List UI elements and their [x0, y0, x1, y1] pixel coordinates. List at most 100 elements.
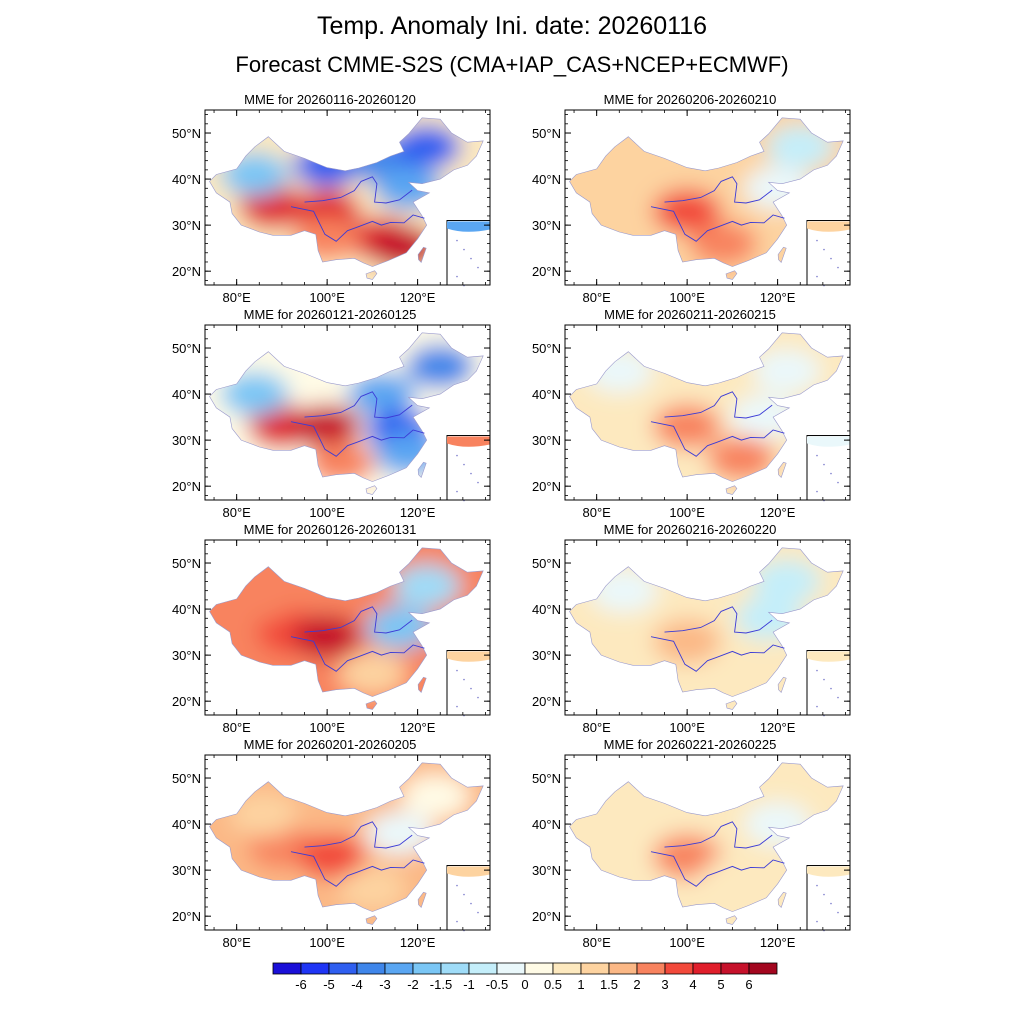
inset-coast [447, 436, 490, 447]
colorbar-swatch [300, 962, 330, 975]
island-border [365, 915, 378, 925]
x-tick-label: 100°E [669, 720, 705, 732]
inset-island [463, 248, 465, 251]
colorbar-swatch [356, 962, 386, 975]
anomaly-blob [707, 646, 776, 691]
island-border [365, 270, 378, 280]
inset-island [463, 678, 465, 681]
colorbar-label: 1.5 [600, 977, 618, 992]
inset-coast [807, 866, 850, 877]
x-tick-label: 80°E [582, 290, 611, 302]
colorbar-label: 3 [661, 977, 668, 992]
y-tick-label: 20°N [172, 479, 201, 494]
anomaly-map: 80°E 100°E 120°E 20°N 30°N 40°N 50°N [532, 754, 851, 947]
colorbar-label: -3 [379, 977, 391, 992]
anomaly-blob [752, 559, 821, 604]
island-border [417, 461, 427, 478]
yellow-river [664, 606, 773, 634]
anomaly-blob [406, 344, 475, 389]
anomaly-blob [392, 124, 461, 169]
inset-island [816, 275, 818, 278]
inset-coast [807, 221, 850, 232]
inset-coast [447, 221, 490, 232]
y-tick-label: 50°N [172, 556, 201, 571]
island-border [417, 246, 427, 263]
inset-island [837, 481, 839, 484]
anomaly-blob [338, 651, 407, 696]
y-tick-label: 20°N [172, 264, 201, 279]
colorbar-label: 6 [745, 977, 752, 992]
colorbar-label: 2 [633, 977, 640, 992]
x-tick-label: 80°E [582, 505, 611, 517]
inset-island [456, 275, 458, 278]
x-tick-label: 80°E [582, 935, 611, 947]
colorbar-label: -4 [351, 977, 363, 992]
inset-island [456, 884, 458, 887]
island-border [365, 700, 378, 710]
inset-coast [807, 436, 850, 447]
country-border [569, 547, 844, 697]
y-tick-label: 50°N [532, 341, 561, 356]
colorbar-label: 0 [521, 977, 528, 992]
colorbar-swatch [468, 962, 498, 975]
inset-island [456, 669, 458, 672]
y-tick-label: 20°N [172, 909, 201, 924]
inset-island [470, 902, 472, 905]
anomaly-blob [698, 857, 767, 902]
y-tick-label: 20°N [172, 694, 201, 709]
y-tick-label: 30°N [532, 433, 561, 448]
y-tick-label: 30°N [532, 863, 561, 878]
inset-island [816, 920, 818, 923]
anomaly-map: 80°E 100°E 120°E 20°N 30°N 40°N 50°N [172, 109, 491, 302]
map-panel-8: MME for 20260221-20260225 80°E 100°E 120°E… [510, 737, 870, 947]
colorbar-label: -6 [295, 977, 307, 992]
colorbar-label: 0.5 [544, 977, 562, 992]
map-panel-6: MME for 20260211-20260215 80°E 100°E 120°E… [510, 307, 870, 517]
inset-island [837, 696, 839, 699]
inset-island [830, 257, 832, 260]
island-border [725, 485, 738, 495]
x-tick-label: 120°E [400, 720, 436, 732]
y-tick-label: 30°N [532, 218, 561, 233]
island-border [777, 461, 787, 478]
anomaly-blob [707, 436, 776, 481]
x-tick-label: 100°E [309, 290, 345, 302]
anomaly-blob [653, 189, 722, 234]
anomaly-blob [338, 866, 407, 911]
inset-island [837, 266, 839, 269]
x-tick-label: 80°E [582, 720, 611, 732]
yangtze-river [650, 851, 785, 887]
inset-island [470, 257, 472, 260]
colorbar-label: 1 [577, 977, 584, 992]
yangtze-river [650, 206, 785, 242]
y-tick-label: 40°N [532, 172, 561, 187]
colorbar-swatch [412, 962, 442, 975]
x-tick-label: 100°E [669, 290, 705, 302]
anomaly-map: 80°E 100°E 120°E 20°N 30°N 40°N 50°N [172, 324, 491, 517]
inset-island [456, 454, 458, 457]
inset-island [816, 705, 818, 708]
colorbar-label: -5 [323, 977, 335, 992]
inset-island [830, 687, 832, 690]
colorbar-legend: -6 -5 -4 -3 -2 -1.5 -1 -0.5 0 0.5 1 1.5 2 3 4 5 6 [272, 962, 778, 992]
yellow-river [304, 821, 413, 849]
yangtze-river [650, 636, 785, 672]
inset-island [456, 920, 458, 923]
colorbar-label: 5 [717, 977, 724, 992]
x-tick-label: 120°E [400, 290, 436, 302]
map-panel-1: MME for 20260116-20260120 80°E 100°E 120°E… [150, 92, 510, 302]
y-tick-label: 50°N [532, 126, 561, 141]
anomaly-map: 80°E 100°E 120°E 20°N 30°N 40°N 50°N [532, 109, 851, 302]
anomaly-map: 80°E 100°E 120°E 20°N 30°N 40°N 50°N [532, 324, 851, 517]
anomaly-blob [297, 834, 366, 879]
inset-island [456, 705, 458, 708]
scs-inset [806, 435, 851, 501]
country-border [209, 332, 484, 482]
inset-island [830, 902, 832, 905]
yellow-river [304, 391, 413, 419]
inset-island [830, 472, 832, 475]
anomaly-map: 80°E 100°E 120°E 20°N 30°N 40°N 50°N [172, 754, 491, 947]
map-panel-2: MME for 20260121-20260125 80°E 100°E 120°E… [150, 307, 510, 517]
colorbar-swatch [524, 962, 554, 975]
inset-island [823, 893, 825, 896]
